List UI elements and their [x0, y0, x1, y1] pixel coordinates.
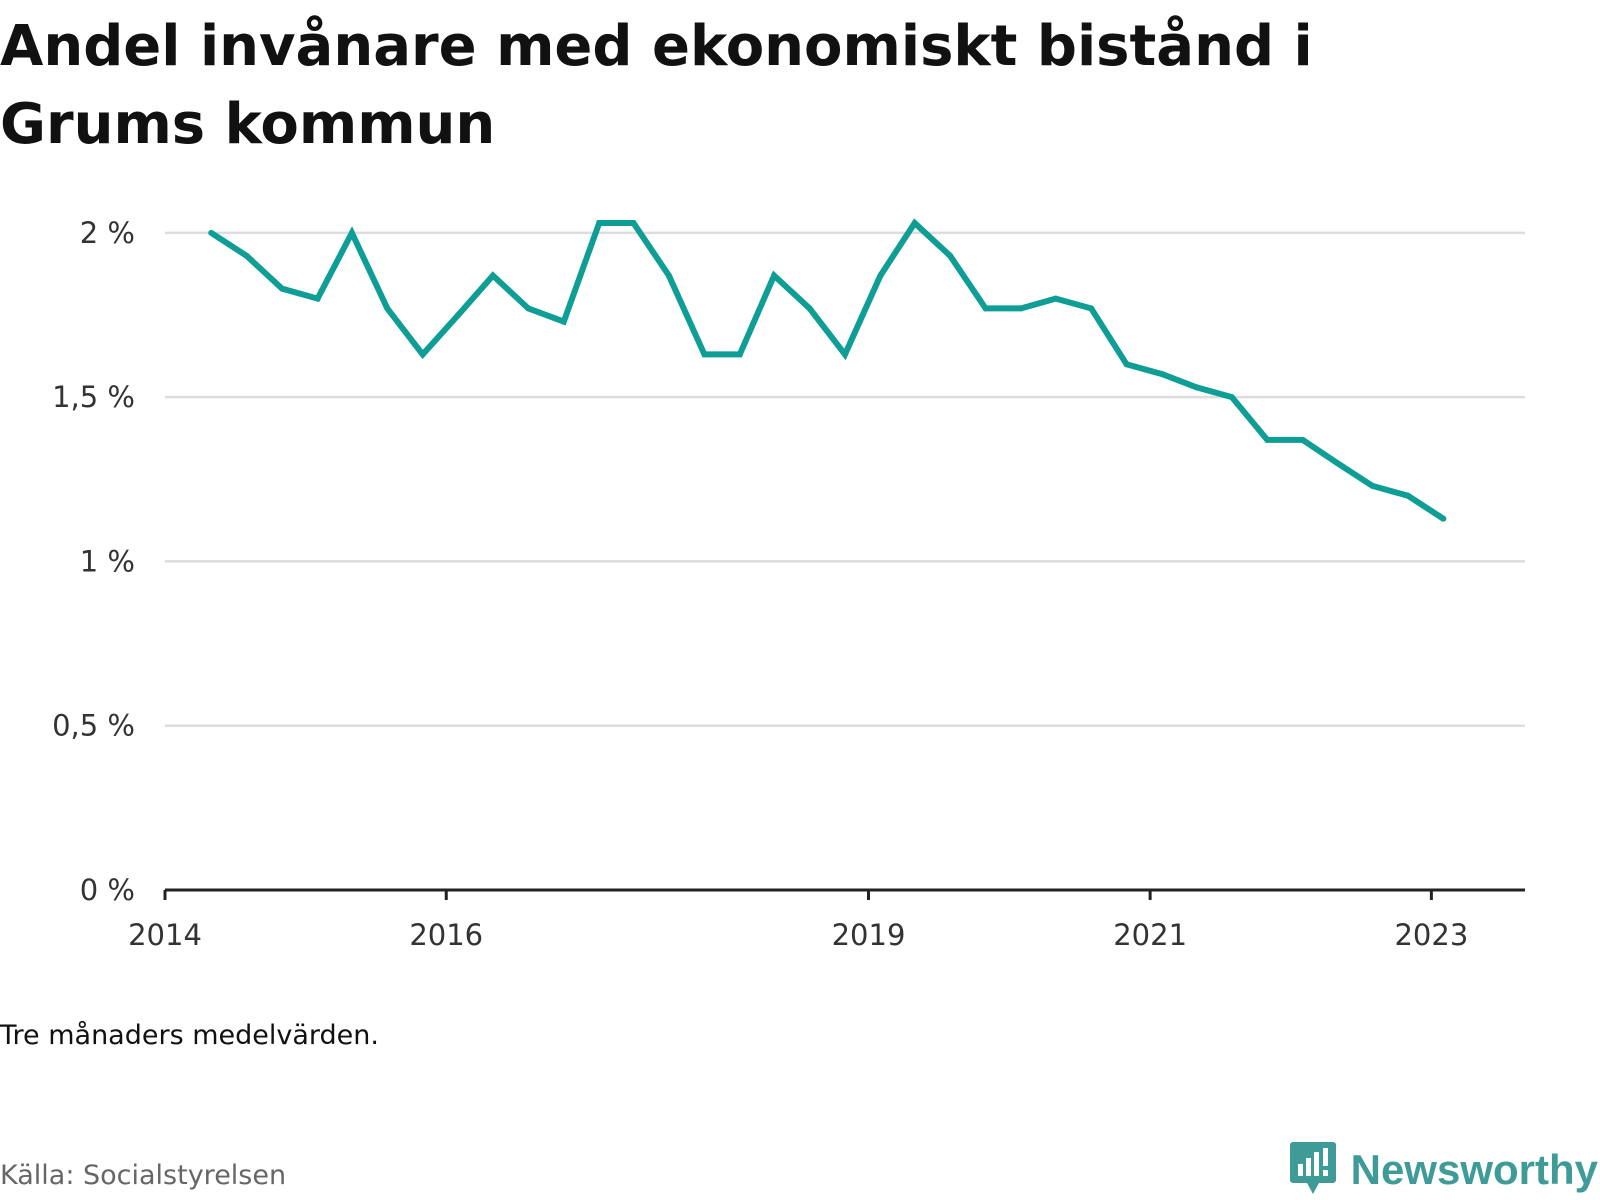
data-point	[1228, 394, 1235, 401]
data-point	[1440, 515, 1447, 522]
data-point	[560, 318, 567, 325]
series-layer	[208, 218, 1447, 522]
data-point	[525, 305, 532, 312]
brand-name: Newsworthy	[1350, 1146, 1598, 1193]
data-point	[771, 272, 778, 279]
data-point	[911, 220, 918, 226]
data-point	[1052, 295, 1059, 302]
data-point	[208, 229, 215, 236]
data-point	[1123, 361, 1130, 368]
data-point	[842, 351, 848, 358]
x-axis-labels: 2014 2016 2019 2021 2023	[128, 918, 1468, 952]
x-tick-label: 2023	[1394, 918, 1468, 952]
y-axis-labels: 0 % 0,5 % 1 % 1,5 % 2 %	[52, 216, 135, 907]
data-point	[384, 305, 391, 312]
data-point	[1333, 459, 1340, 466]
brand-logo[interactable]: Newsworthy	[1289, 1140, 1598, 1200]
data-point	[279, 285, 286, 292]
gridlines	[165, 231, 1525, 727]
x-tick-label: 2014	[128, 918, 202, 952]
data-point	[455, 312, 462, 318]
data-point	[806, 305, 813, 312]
data-point	[982, 305, 989, 312]
x-tick-label: 2016	[409, 918, 483, 952]
data-point	[489, 272, 496, 279]
chart-note: Tre månaders medelvärden.	[0, 1020, 379, 1051]
data-point	[1193, 384, 1200, 391]
data-point	[877, 272, 884, 279]
x-tick-label: 2019	[832, 918, 906, 952]
x-axis	[163, 888, 1525, 900]
data-point	[736, 351, 743, 358]
data-point	[1088, 305, 1095, 312]
y-tick-label: 1,5 %	[52, 380, 135, 414]
data-point	[314, 295, 321, 302]
data-point	[1159, 371, 1166, 378]
source-text: Källa: Socialstyrelsen	[0, 1160, 287, 1191]
data-point	[243, 252, 250, 259]
newsworthy-logo-icon	[1289, 1140, 1337, 1200]
series-line	[209, 218, 1445, 522]
data-point	[947, 252, 954, 259]
data-point	[1264, 436, 1271, 443]
y-tick-label: 0 %	[80, 873, 135, 907]
data-point	[348, 229, 355, 236]
data-point	[701, 351, 708, 358]
data-point	[665, 272, 672, 279]
x-tick-label: 2021	[1113, 918, 1187, 952]
chart-title: Andel invånare med ekonomiskt bistånd i …	[0, 14, 1313, 157]
data-point	[1018, 305, 1025, 312]
data-point	[1369, 482, 1376, 489]
y-tick-label: 0,5 %	[52, 709, 135, 743]
data-point	[419, 351, 426, 358]
data-point	[630, 220, 637, 226]
data-point	[1299, 436, 1306, 443]
data-point	[1404, 492, 1411, 499]
y-tick-label: 1 %	[80, 544, 135, 578]
y-tick-label: 2 %	[80, 216, 135, 250]
data-point	[596, 220, 603, 226]
